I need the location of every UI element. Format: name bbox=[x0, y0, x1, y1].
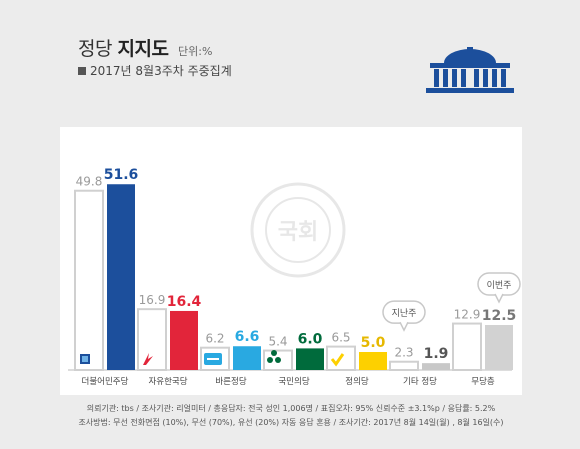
justice-party-check-icon bbox=[330, 353, 345, 367]
current-week-value-label: 5.0 bbox=[361, 335, 386, 351]
category-label: 국민의당 bbox=[278, 376, 309, 387]
previous-week-value-label: 6.2 bbox=[205, 332, 224, 346]
party-icons-layer bbox=[80, 350, 345, 367]
previous-week-value-label: 12.9 bbox=[454, 308, 481, 322]
footer: 의뢰기관: tbs / 조사기관: 리얼미터 / 총응답자: 전국 성인 1,0… bbox=[60, 395, 522, 437]
bars-layer: 49.8 51.6 더불어민주당 16.9 16.4 자유한국당 6.2 6.6 바른정당 5.4… bbox=[74, 167, 517, 387]
previous-week-value-label: 49.8 bbox=[76, 175, 103, 189]
peoples-party-logo-icon bbox=[267, 357, 273, 363]
current-week-value-label: 16.4 bbox=[167, 294, 202, 310]
category-label: 자유한국당 bbox=[148, 376, 187, 387]
footer-line-1: 의뢰기관: tbs / 조사기관: 리얼미터 / 총응답자: 전국 성인 1,0… bbox=[86, 404, 496, 413]
previous-week-bar bbox=[452, 322, 482, 371]
current-week-bar bbox=[422, 363, 450, 370]
watermark-seal: 국회 bbox=[250, 182, 346, 278]
callouts-layer: 지난주 이번주 bbox=[382, 272, 521, 332]
liberty-korea-logo-icon bbox=[143, 353, 153, 365]
callout-bubble-text: 지난주 bbox=[392, 308, 417, 319]
footer-line-2: 조사방법: 무선 전화면접 (10%), 무선 (70%), 유선 (20%) … bbox=[78, 418, 504, 427]
category-label: 무당층 bbox=[471, 376, 495, 387]
peoples-party-logo-icon bbox=[271, 350, 277, 356]
page-title: 정당 지지도 단위:% bbox=[78, 34, 212, 61]
previous-week-value-label: 6.5 bbox=[331, 331, 350, 345]
callout-bubble: 지난주 bbox=[382, 300, 426, 332]
previous-week-bar bbox=[137, 308, 167, 372]
callout-bubble-text: 이번주 bbox=[487, 280, 512, 291]
subtitle-text: 2017년 8월3주차 주중집계 bbox=[90, 64, 232, 78]
current-week-bar bbox=[359, 352, 387, 370]
category-label: 정의당 bbox=[345, 376, 369, 387]
current-week-value-label: 1.9 bbox=[424, 346, 449, 362]
title-regular: 정당 bbox=[78, 38, 112, 60]
previous-week-value-label: 2.3 bbox=[394, 346, 413, 360]
previous-week-value-label: 5.4 bbox=[268, 335, 287, 349]
previous-week-value-label: 16.9 bbox=[139, 293, 166, 307]
peoples-party-logo-icon bbox=[275, 357, 281, 363]
previous-week-bar bbox=[389, 360, 419, 372]
current-week-bar bbox=[107, 184, 135, 370]
callout-bubble: 이번주 bbox=[477, 272, 521, 304]
previous-week-bar bbox=[74, 189, 104, 371]
current-week-value-label: 12.5 bbox=[482, 308, 517, 324]
current-week-value-label: 6.6 bbox=[235, 329, 260, 345]
chart-panel: 국회 49.8 51.6 더불어민주당 16.9 16.4 자유한국당 6.2 6.6 바른정당… bbox=[60, 127, 522, 395]
category-label: 기타 정당 bbox=[403, 376, 437, 387]
category-label: 바른정당 bbox=[215, 376, 246, 387]
header: 정당 지지도 단위:% 2017년 8월3주차 주중집계 bbox=[60, 32, 520, 102]
current-week-value-label: 51.6 bbox=[104, 167, 139, 183]
national-assembly-icon bbox=[426, 47, 514, 93]
callout-bubble-tail bbox=[399, 321, 409, 332]
current-week-bar bbox=[170, 310, 198, 370]
title-bold: 지지도 bbox=[117, 38, 169, 60]
current-week-bar bbox=[233, 346, 261, 370]
square-bullet-icon bbox=[78, 67, 86, 75]
current-week-bar bbox=[296, 348, 324, 370]
bar-chart: 국회 49.8 51.6 더불어민주당 16.9 16.4 자유한국당 6.2 6.6 바른정당… bbox=[68, 167, 521, 387]
current-week-bar bbox=[485, 325, 513, 370]
bareun-party-logo-mark-icon bbox=[207, 358, 219, 360]
unit-label: 단위:% bbox=[178, 45, 213, 58]
watermark-text: 국회 bbox=[278, 220, 318, 245]
category-label: 더불어민주당 bbox=[82, 376, 129, 387]
current-week-value-label: 6.0 bbox=[298, 331, 323, 347]
subtitle: 2017년 8월3주차 주중집계 bbox=[78, 62, 232, 79]
callout-bubble-tail bbox=[494, 293, 504, 304]
democratic-party-logo-inner-icon bbox=[82, 356, 88, 362]
